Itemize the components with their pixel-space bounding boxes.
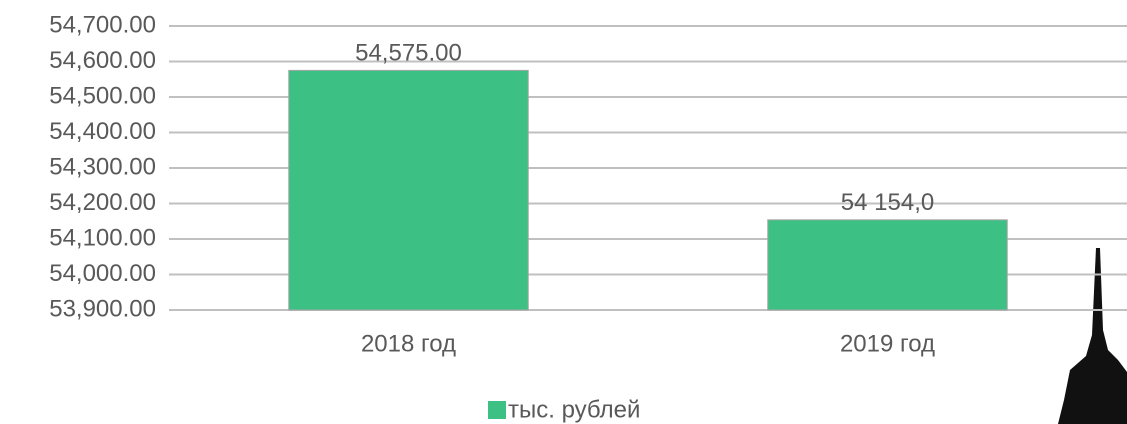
y-tick-label: 54,100.00 bbox=[49, 224, 156, 251]
x-tick-label: 2018 год bbox=[361, 330, 456, 357]
data-label: 54 154,0 bbox=[841, 189, 934, 216]
y-tick-label: 54,300.00 bbox=[49, 153, 156, 180]
y-tick-label: 53,900.00 bbox=[49, 295, 156, 322]
y-tick-label: 54,000.00 bbox=[49, 260, 156, 287]
y-tick-label: 54,400.00 bbox=[49, 118, 156, 145]
legend-label: тыс. рублей bbox=[508, 396, 640, 423]
y-tick-label: 54,500.00 bbox=[49, 82, 156, 109]
bar bbox=[289, 70, 529, 310]
y-tick-label: 54,600.00 bbox=[49, 47, 156, 74]
data-label: 54,575.00 bbox=[355, 40, 462, 67]
y-tick-label: 54,200.00 bbox=[49, 189, 156, 216]
y-tick-label: 54,700.00 bbox=[49, 11, 156, 38]
bar bbox=[768, 220, 1008, 310]
x-tick-label: 2019 год bbox=[840, 330, 935, 357]
chart: 53,900.00 54,000.00 54,100.00 54,200.00 54,3… bbox=[0, 0, 1127, 424]
legend-swatch bbox=[488, 401, 506, 419]
